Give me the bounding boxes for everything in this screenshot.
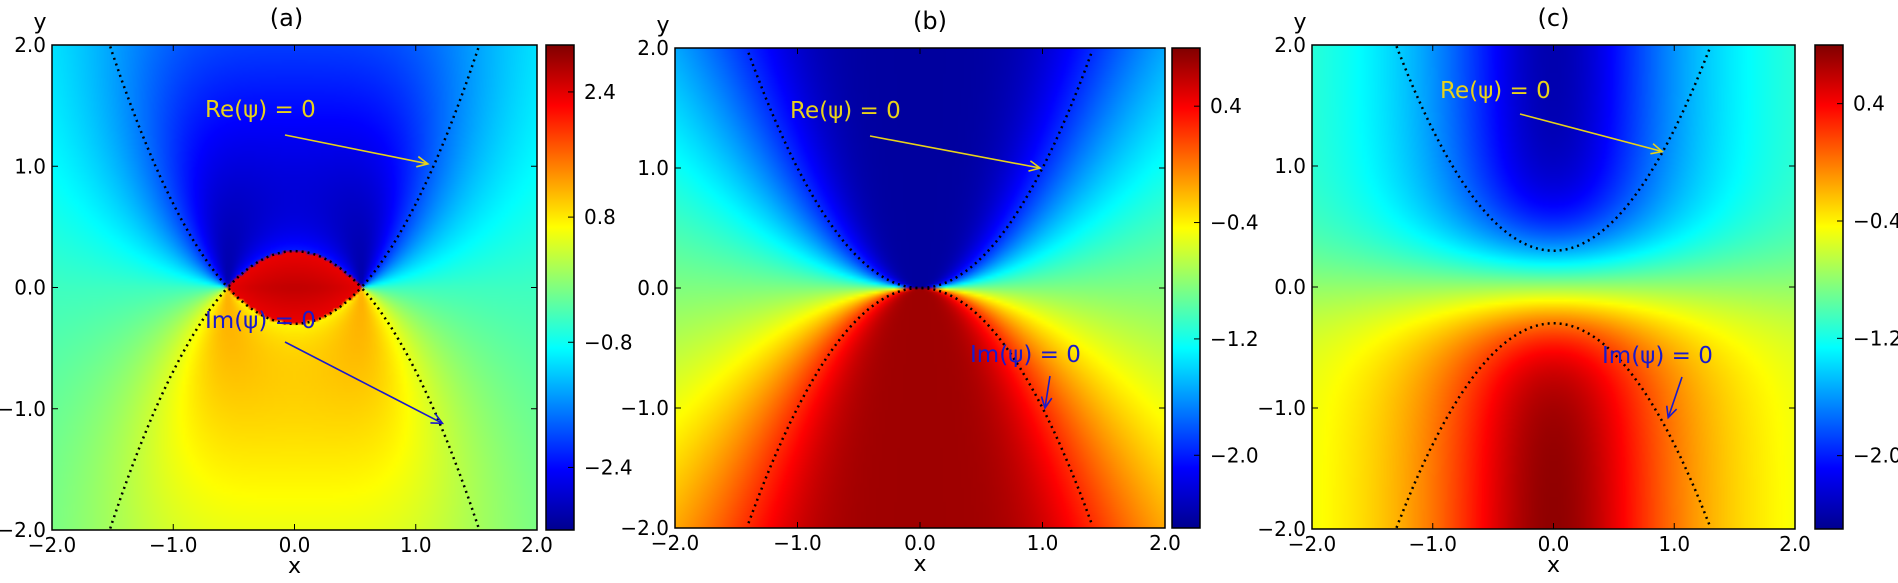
im-annotation-arrowhead: [1040, 396, 1053, 410]
im-annotation-arrow: [1044, 375, 1051, 409]
y-tick-label: 2.0: [637, 36, 669, 60]
im-annotation-arrow: [1667, 376, 1683, 418]
colorbar: [545, 44, 575, 531]
x-axis-label: x: [913, 552, 926, 577]
colorbar: [1171, 47, 1201, 529]
x-tick-label: −1.0: [1408, 532, 1457, 556]
panel-a: −2.0 −1.0 0.0 1.0 2.0 −2.0 −1.0 0.0 1.0 2.0 x y (a) R…: [0, 4, 633, 579]
colorbar-tick-label: 0.8: [584, 205, 616, 229]
colorbar-tick-label: −0.4: [1210, 211, 1259, 235]
x-tick-label: 2.0: [1149, 531, 1181, 555]
y-tick-label: −2.0: [0, 518, 46, 542]
im-zero-annotation: Im(ψ) = 0: [970, 342, 1081, 368]
x-tick-label: 2.0: [521, 533, 553, 557]
x-tick-label: 0.0: [1538, 532, 1570, 556]
colorbar-tick-label: −0.8: [584, 330, 633, 354]
y-tick-label: 1.0: [637, 156, 669, 180]
colorbar-tick-label: −2.4: [584, 455, 633, 479]
panel-c: −2.0 −1.0 0.0 1.0 2.0 −2.0 −1.0 0.0 1.0 2.0 x y (c) R…: [1257, 4, 1898, 578]
im-annotation-arrow: [284, 341, 443, 425]
x-tick-label: 1.0: [400, 533, 432, 557]
im-annotation-arrowhead: [1665, 405, 1678, 420]
x-axis-label: x: [1547, 553, 1560, 578]
re-zero-curve: [1395, 45, 1712, 252]
panel-title: (a): [270, 4, 303, 32]
im-zero-annotation: Im(ψ) = 0: [1602, 343, 1713, 369]
x-tick-label: 2.0: [1779, 532, 1811, 556]
x-tick-label: 0.0: [904, 531, 936, 555]
colorbar-tick-label: −1.2: [1853, 326, 1898, 350]
y-tick-label: 0.0: [637, 276, 669, 300]
colorbar-tick-label: −1.2: [1210, 327, 1259, 351]
re-zero-annotation: Re(ψ) = 0: [205, 97, 316, 123]
y-axis-label: y: [33, 10, 46, 35]
y-tick-label: 1.0: [1274, 154, 1306, 178]
re-zero-annotation: Re(ψ) = 0: [1440, 78, 1551, 104]
x-tick-label: −2.0: [1288, 532, 1337, 556]
im-zero-curve: [1395, 322, 1712, 529]
x-tick-label: 0.0: [279, 533, 311, 557]
im-zero-annotation: Im(ψ) = 0: [205, 308, 316, 334]
re-zero-annotation: Re(ψ) = 0: [790, 98, 901, 124]
x-axis-label: x: [288, 554, 301, 579]
y-tick-label: 0.0: [14, 276, 46, 300]
y-tick-label: −2.0: [620, 516, 669, 540]
panel-title: (b): [913, 7, 947, 35]
y-tick-label: 0.0: [1274, 275, 1306, 299]
colorbar-tick-label: 0.4: [1853, 92, 1885, 116]
x-tick-label: −2.0: [28, 533, 77, 557]
y-tick-label: −1.0: [620, 396, 669, 420]
re-annotation-arrow: [284, 134, 429, 165]
panel-title: (c): [1538, 4, 1570, 32]
colorbar-tick-label: 0.4: [1210, 94, 1242, 118]
im-annotation-arrowhead: [430, 413, 445, 425]
colorbar-tick-label: −0.4: [1853, 209, 1898, 233]
colorbar-tick-label: 2.4: [584, 80, 616, 104]
re-annotation-arrow: [869, 135, 1041, 169]
y-tick-label: −1.0: [1257, 396, 1306, 420]
re-annotation-arrowhead: [1028, 160, 1042, 172]
y-tick-label: 2.0: [14, 33, 46, 57]
re-annotation-arrow: [1519, 113, 1663, 153]
heatmap-image: [675, 48, 1165, 528]
x-tick-label: −2.0: [651, 531, 700, 555]
panel-b: −2.0 −1.0 0.0 1.0 2.0 −2.0 −1.0 0.0 1.0 2.0 x y (b) R…: [620, 7, 1258, 577]
heatmap-image: [52, 45, 537, 530]
re-annotation-arrowhead: [416, 155, 430, 168]
y-axis-label: y: [656, 13, 669, 38]
y-tick-label: 2.0: [1274, 33, 1306, 57]
y-tick-label: −2.0: [1257, 517, 1306, 541]
y-tick-label: 1.0: [14, 154, 46, 178]
y-tick-label: −1.0: [0, 397, 46, 421]
x-tick-label: 1.0: [1027, 531, 1059, 555]
heatmap-image: [1312, 45, 1795, 529]
colorbar: [1814, 44, 1844, 530]
x-tick-label: −1.0: [149, 533, 198, 557]
colorbar-tick-label: −2.0: [1853, 444, 1898, 468]
re-annotation-arrowhead: [1650, 143, 1664, 155]
x-tick-label: −1.0: [773, 531, 822, 555]
colorbar-tick-label: −2.0: [1210, 443, 1259, 467]
x-tick-label: 1.0: [1658, 532, 1690, 556]
y-axis-label: y: [1293, 10, 1306, 35]
